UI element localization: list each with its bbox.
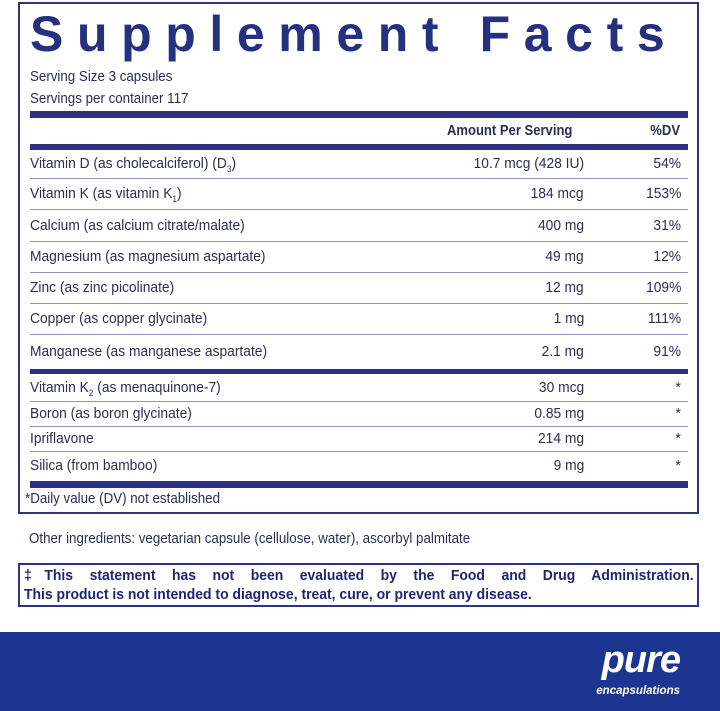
nutrient-dv: * bbox=[675, 378, 681, 396]
nutrient-dv: 109% bbox=[645, 279, 681, 296]
nutrient-name: Magnesium (as magnesium aspartate) bbox=[30, 248, 266, 265]
nutrient-row: Manganese (as manganese aspartate) 2.1 mg… bbox=[30, 335, 688, 368]
nutrient-amount: 1 mg bbox=[553, 310, 584, 327]
nutrient-row: Vitamin D (as cholecalciferol) (D3) 10.7 … bbox=[30, 150, 688, 179]
nutrient-row: Vitamin K (as vitamin K1) 184 mcg 153% bbox=[30, 179, 688, 210]
nutrient-row: Copper (as copper glycinate) 1 mg 111% bbox=[30, 304, 688, 335]
nutrient-amount: 400 mg bbox=[537, 216, 584, 234]
nutrient-name: Copper (as copper glycinate) bbox=[30, 310, 208, 327]
nutrient-row: Ipriflavone 214 mg * bbox=[30, 427, 688, 452]
header-dv: %DV bbox=[650, 123, 680, 139]
nutrient-name: Calcium (as calcium citrate/malate) bbox=[30, 216, 245, 234]
disclaimer-line-2: This product is not intended to diagnose… bbox=[24, 586, 532, 603]
nutrient-row: Boron (as boron glycinate) 0.85 mg * bbox=[30, 402, 688, 427]
nutrient-dv: 153% bbox=[645, 185, 681, 202]
nutrient-amount: 2.1 mg bbox=[541, 342, 584, 360]
brand-tagline: encapsulations bbox=[596, 685, 680, 697]
nutrient-name: Vitamin K2 (as menaquinone-7) bbox=[30, 378, 221, 398]
nutrient-row: Zinc (as zinc picolinate) 12 mg 109% bbox=[30, 273, 688, 304]
nutrient-name: Zinc (as zinc picolinate) bbox=[30, 279, 175, 296]
nutrient-row: Calcium (as calcium citrate/malate) 400 m… bbox=[30, 210, 688, 242]
panel-title: Supplement Facts bbox=[30, 6, 679, 62]
nutrient-amount: 30 mcg bbox=[538, 378, 584, 396]
nutrient-dv: 12% bbox=[653, 248, 681, 265]
nutrient-row: Magnesium (as magnesium aspartate) 49 mg 1… bbox=[30, 242, 688, 273]
nutrient-amount: 214 mg bbox=[537, 430, 584, 447]
header-amount: Amount Per Serving bbox=[446, 123, 572, 139]
nutrient-dv: * bbox=[675, 405, 681, 422]
nutrient-dv: * bbox=[675, 457, 681, 474]
divider-thick bbox=[30, 144, 688, 150]
brand-logo: pure encapsulations bbox=[596, 638, 681, 698]
nutrient-name: Boron (as boron glycinate) bbox=[30, 405, 192, 422]
fda-disclaimer: ‡This statement has not been evaluated b… bbox=[18, 563, 699, 607]
divider-thick bbox=[30, 369, 688, 374]
nutrient-row: Vitamin K2 (as menaquinone-7) 30 mcg * bbox=[30, 374, 688, 402]
nutrient-amount: 10.7 mcg (428 IU) bbox=[473, 155, 584, 172]
nutrient-name: Ipriflavone bbox=[30, 430, 94, 447]
disclaimer-line-1: ‡This statement has not been evaluated b… bbox=[24, 567, 694, 584]
nutrient-name: Vitamin K (as vitamin K1) bbox=[30, 185, 182, 204]
nutrient-amount: 49 mg bbox=[545, 248, 584, 265]
brand-name: pure bbox=[601, 639, 681, 681]
divider-thick bbox=[30, 111, 688, 118]
supplement-facts-panel: Supplement Facts Serving Size 3 capsules… bbox=[18, 2, 699, 514]
nutrient-amount: 184 mcg bbox=[531, 185, 584, 202]
dv-note: *Daily value (DV) not established bbox=[25, 491, 221, 507]
nutrient-amount: 12 mg bbox=[545, 279, 584, 296]
serving-size: Serving Size 3 capsules bbox=[30, 69, 173, 85]
nutrient-dv: 54% bbox=[653, 155, 681, 172]
divider-thick bbox=[30, 481, 688, 488]
nutrient-dv: 111% bbox=[647, 310, 681, 327]
nutrient-amount: 0.85 mg bbox=[534, 405, 584, 422]
footer-band: pure encapsulations bbox=[0, 632, 720, 711]
nutrient-amount: 9 mg bbox=[553, 457, 584, 474]
nutrient-row: Silica (from bamboo) 9 mg * bbox=[30, 452, 688, 480]
nutrient-dv: 31% bbox=[653, 216, 681, 234]
nutrient-dv: * bbox=[675, 430, 681, 447]
nutrient-name: Manganese (as manganese aspartate) bbox=[30, 342, 268, 360]
other-ingredients: Other ingredients: vegetarian capsule (c… bbox=[29, 531, 471, 547]
nutrient-name: Vitamin D (as cholecalciferol) (D3) bbox=[30, 155, 237, 174]
servings-per-container: Servings per container 117 bbox=[30, 91, 189, 107]
nutrient-dv: 91% bbox=[653, 342, 681, 360]
nutrient-name: Silica (from bamboo) bbox=[30, 457, 158, 474]
